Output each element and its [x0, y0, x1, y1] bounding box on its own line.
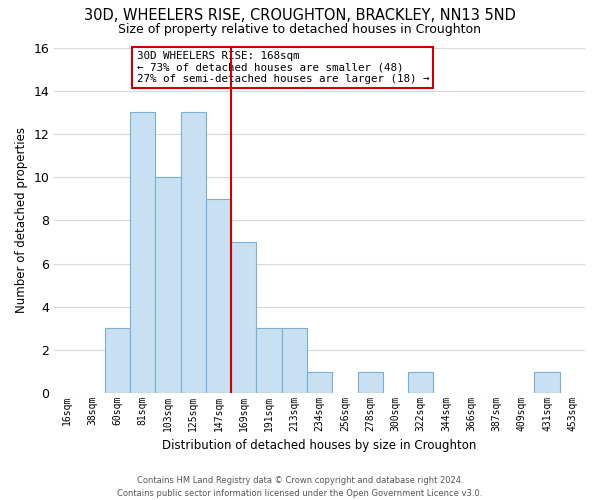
Bar	[256, 328, 282, 393]
X-axis label: Distribution of detached houses by size in Croughton: Distribution of detached houses by size …	[163, 440, 477, 452]
Bar	[231, 242, 256, 393]
Text: 30D, WHEELERS RISE, CROUGHTON, BRACKLEY, NN13 5ND: 30D, WHEELERS RISE, CROUGHTON, BRACKLEY,…	[84, 8, 516, 22]
Bar	[181, 112, 206, 393]
Bar	[535, 372, 560, 393]
Bar	[282, 328, 307, 393]
Bar	[105, 328, 130, 393]
Bar	[408, 372, 433, 393]
Bar	[155, 177, 181, 393]
Bar	[206, 198, 231, 393]
Bar	[130, 112, 155, 393]
Text: Contains HM Land Registry data © Crown copyright and database right 2024.
Contai: Contains HM Land Registry data © Crown c…	[118, 476, 482, 498]
Bar	[307, 372, 332, 393]
Bar	[358, 372, 383, 393]
Text: Size of property relative to detached houses in Croughton: Size of property relative to detached ho…	[119, 22, 482, 36]
Y-axis label: Number of detached properties: Number of detached properties	[15, 128, 28, 314]
Text: 30D WHEELERS RISE: 168sqm
← 73% of detached houses are smaller (48)
27% of semi-: 30D WHEELERS RISE: 168sqm ← 73% of detac…	[137, 51, 429, 84]
